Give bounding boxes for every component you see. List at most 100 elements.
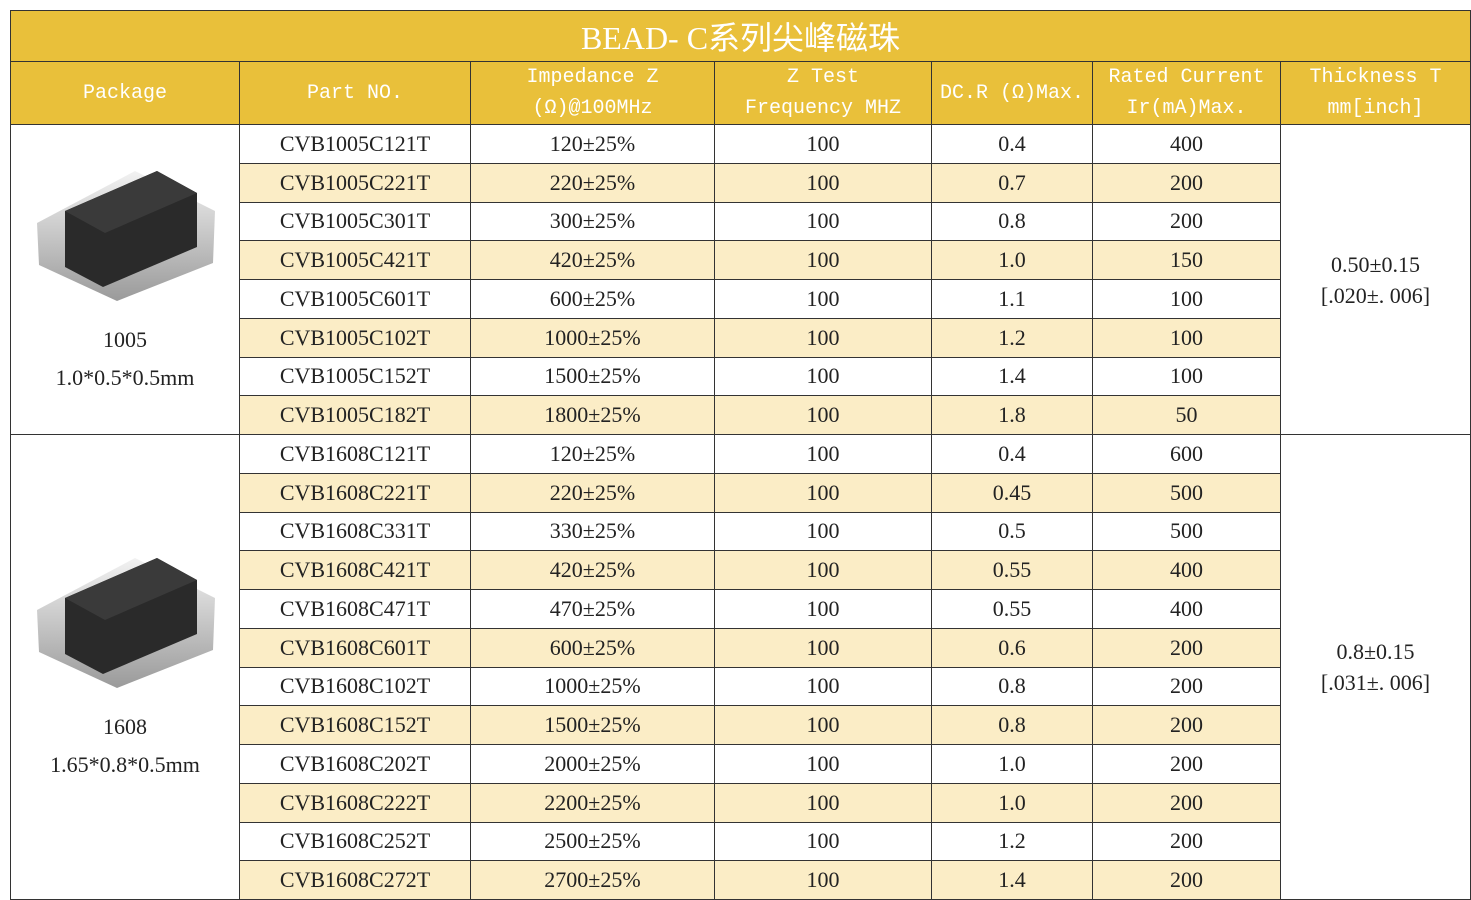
cell-text: 200 [1170,208,1203,234]
table-cell: 100 [715,784,932,823]
table-cell: 220±25% [471,164,715,203]
table-cell: 1800±25% [471,396,715,435]
table-cell: 100 [715,358,932,397]
cell-text: 2700±25% [544,867,640,893]
cell-text: CVB1608C471T [280,596,430,622]
cell-text: 200 [1170,712,1203,738]
cell-text: 400 [1170,557,1203,583]
table-cell: 100 [715,241,932,280]
table-cell: 2700±25% [471,861,715,900]
header-text: Ir(mA)Max. [1126,93,1246,124]
cell-text: CVB1005C301T [280,208,430,234]
cell-text: 100 [807,170,840,196]
header-text: mm[inch] [1327,93,1423,124]
cell-text: 120±25% [550,441,635,467]
table-cell: 400 [1093,590,1281,629]
header-cell: Part NO. [240,62,471,125]
table-cell: 100 [1093,319,1281,358]
cell-text: CVB1608C102T [280,673,430,699]
table-cell: 100 [1093,280,1281,319]
cell-text: 200 [1170,867,1203,893]
cell-text: 600±25% [550,635,635,661]
table-cell: 220±25% [471,474,715,513]
table-cell: 1.2 [932,823,1093,862]
table-cell: 200 [1093,784,1281,823]
table-cell: 100 [715,629,932,668]
table-cell: 2000±25% [471,745,715,784]
cell-text: 1.0 [998,247,1026,273]
table-cell: 100 [715,551,932,590]
table-cell: 100 [715,745,932,784]
cell-text: 0.4 [998,441,1026,467]
table-cell: CVB1608C152T [240,706,471,745]
cell-text: 100 [807,247,840,273]
table-cell: 100 [715,668,932,707]
table-cell: 0.6 [932,629,1093,668]
cell-text: CVB1005C121T [280,131,430,157]
cell-text: 100 [807,712,840,738]
cell-text: 100 [1170,286,1203,312]
cell-text: 100 [807,441,840,467]
table-cell: CVB1608C272T [240,861,471,900]
cell-text: CVB1005C102T [280,325,430,351]
table-cell: 0.8 [932,668,1093,707]
cell-text: CVB1005C601T [280,286,430,312]
table-cell: 200 [1093,823,1281,862]
package-code: 1608 [103,708,147,746]
cell-text: 600±25% [550,286,635,312]
cell-text: 220±25% [550,480,635,506]
cell-text: 200 [1170,790,1203,816]
cell-text: 0.5 [998,518,1026,544]
cell-text: CVB1608C252T [280,828,430,854]
cell-text: 0.8 [998,208,1026,234]
cell-text: 100 [807,131,840,157]
header-text: Rated Current [1108,62,1264,93]
table-cell: CVB1608C102T [240,668,471,707]
cell-text: 100 [807,790,840,816]
cell-text: CVB1608C221T [280,480,430,506]
table-cell: CVB1005C421T [240,241,471,280]
cell-text: 1.4 [998,867,1026,893]
thickness-text: 0.8±0.15 [1336,636,1414,667]
cell-text: CVB1608C601T [280,635,430,661]
table-cell: 420±25% [471,241,715,280]
header-cell: DC.R (Ω)Max. [932,62,1093,125]
cell-text: CVB1005C182T [280,402,430,428]
cell-text: 100 [807,286,840,312]
table-cell: 1.0 [932,784,1093,823]
cell-text: 100 [1170,363,1203,389]
cell-text: 400 [1170,596,1203,622]
cell-text: 1.2 [998,828,1026,854]
table-cell: CVB1005C121T [240,125,471,164]
cell-text: 1.8 [998,402,1026,428]
cell-text: 0.8 [998,712,1026,738]
cell-text: CVB1005C221T [280,170,430,196]
table-cell: CVB1608C202T [240,745,471,784]
cell-text: CVB1608C121T [280,441,430,467]
table-cell: 100 [715,125,932,164]
table-cell: 100 [715,164,932,203]
table-cell: 0.8 [932,706,1093,745]
thickness-cell: 0.50±0.15[.020±. 006] [1281,125,1471,435]
table-cell: CVB1005C301T [240,203,471,242]
table-title: BEAD- C系列尖峰磁珠 [10,10,1471,62]
table-cell: 330±25% [471,513,715,552]
table-cell: 1.0 [932,745,1093,784]
header-text: Frequency MHZ [745,93,901,124]
cell-text: CVB1005C421T [280,247,430,273]
table-cell: 500 [1093,513,1281,552]
table-cell: 200 [1093,668,1281,707]
table-cell: 1500±25% [471,358,715,397]
table-cell: 200 [1093,706,1281,745]
table-cell: 100 [715,280,932,319]
cell-text: 200 [1170,751,1203,777]
cell-text: 1500±25% [544,363,640,389]
table-cell: 100 [715,435,932,474]
table-cell: 120±25% [471,125,715,164]
cell-text: 100 [807,596,840,622]
cell-text: 100 [807,635,840,661]
thickness-text: [.031±. 006] [1321,667,1430,698]
cell-text: CVB1005C152T [280,363,430,389]
table-cell: 150 [1093,241,1281,280]
